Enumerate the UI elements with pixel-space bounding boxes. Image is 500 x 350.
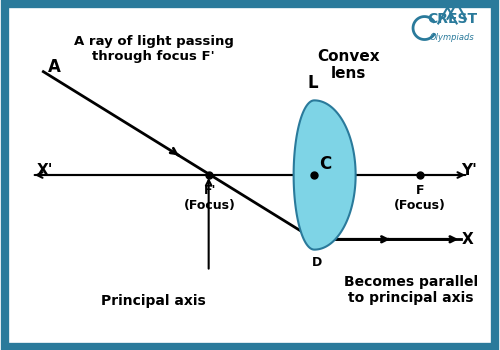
Polygon shape xyxy=(294,100,356,250)
Text: Becomes parallel
to principal axis: Becomes parallel to principal axis xyxy=(344,275,478,305)
Text: Convex
lens: Convex lens xyxy=(318,49,380,81)
Text: L: L xyxy=(308,74,318,92)
Text: D: D xyxy=(312,256,322,269)
Text: Principal axis: Principal axis xyxy=(101,294,206,308)
Text: F'
(Focus): F' (Focus) xyxy=(184,184,236,212)
Text: A ray of light passing
through focus F': A ray of light passing through focus F' xyxy=(74,35,234,63)
Text: A: A xyxy=(48,58,61,76)
Text: X': X' xyxy=(36,163,53,178)
Text: X: X xyxy=(462,232,473,247)
Text: Olympiads: Olympiads xyxy=(430,33,474,42)
Text: F
(Focus): F (Focus) xyxy=(394,184,446,212)
Text: C: C xyxy=(319,154,331,173)
Text: Y': Y' xyxy=(462,163,477,178)
Text: CREST: CREST xyxy=(427,12,477,26)
